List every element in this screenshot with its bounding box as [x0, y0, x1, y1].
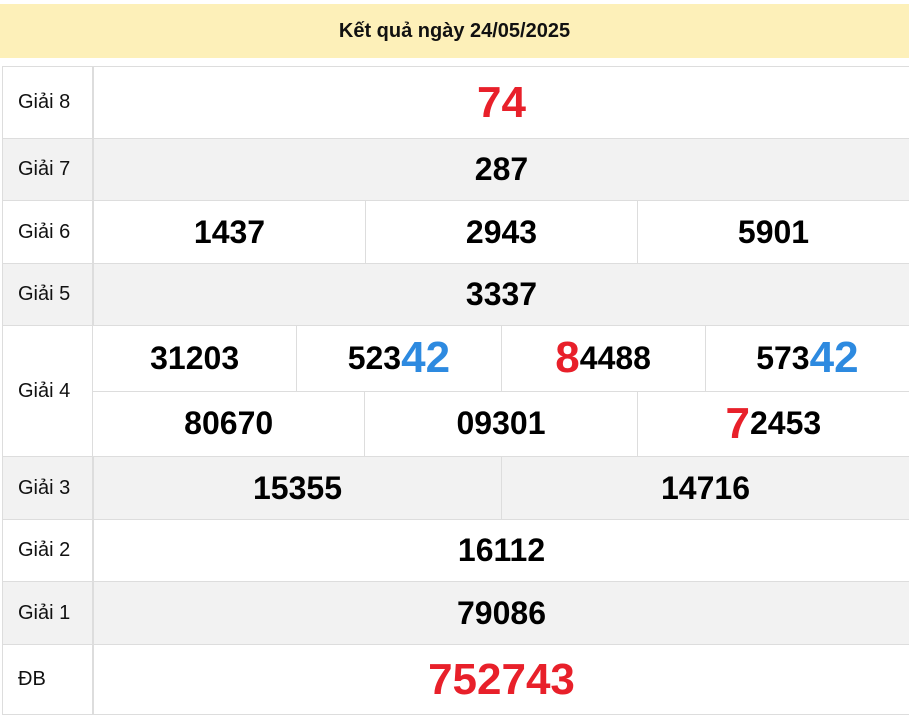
prize-label: Giải 4 — [3, 326, 93, 456]
prize-number: 3337 — [93, 264, 909, 325]
prize-label: Giải 8 — [3, 67, 93, 138]
special-prize-number: 752743 — [93, 645, 909, 714]
prize-label: Giải 5 — [3, 264, 93, 325]
prize-number: 31203 — [150, 339, 240, 376]
prize-number: 15355 — [93, 457, 501, 519]
results-table: Giải 8 74 Giải 7 287 Giải 6 1437 2943 59… — [2, 66, 909, 715]
prize-row-5: Giải 5 3337 — [3, 264, 909, 326]
prize-row-2: Giải 2 16112 — [3, 520, 909, 582]
prize-number: 523 42 — [296, 326, 500, 391]
prize-label: ĐB — [3, 645, 93, 714]
prize-row-4: Giải 4 31203 523 42 8 4488 573 42 80670 093… — [3, 326, 909, 457]
prize-row-7: Giải 7 287 — [3, 139, 909, 201]
prize-row-3: Giải 3 15355 14716 — [3, 457, 909, 520]
prize-number: 7 2453 — [636, 391, 909, 456]
prize-number: 16112 — [93, 520, 909, 581]
prize-number: 5901 — [637, 201, 909, 263]
prize-label: Giải 3 — [3, 457, 93, 519]
prize-row-8: Giải 8 74 — [3, 67, 909, 139]
prize-row-1: Giải 1 79086 — [3, 582, 909, 645]
prize-number: 74 — [93, 67, 909, 138]
prize-row-special: ĐB 752743 — [3, 645, 909, 715]
prize-label: Giải 6 — [3, 201, 93, 263]
prize-number: 8 4488 — [500, 326, 705, 391]
prize-number: 287 — [93, 139, 909, 200]
prize-number: 80670 — [184, 405, 274, 442]
prize-label: Giải 1 — [3, 582, 93, 644]
prize-label: Giải 2 — [3, 520, 93, 581]
prize-number: 2943 — [365, 201, 637, 263]
prize-number: 573 42 — [704, 326, 909, 391]
prize-row-6: Giải 6 1437 2943 5901 — [3, 201, 909, 264]
prize-number: 79086 — [93, 582, 909, 644]
result-date-header: Kết quả ngày 24/05/2025 — [0, 4, 909, 58]
prize-number: 09301 — [364, 391, 636, 456]
prize-number: 1437 — [93, 201, 365, 263]
prize-label: Giải 7 — [3, 139, 93, 200]
prize-number: 14716 — [501, 457, 909, 519]
